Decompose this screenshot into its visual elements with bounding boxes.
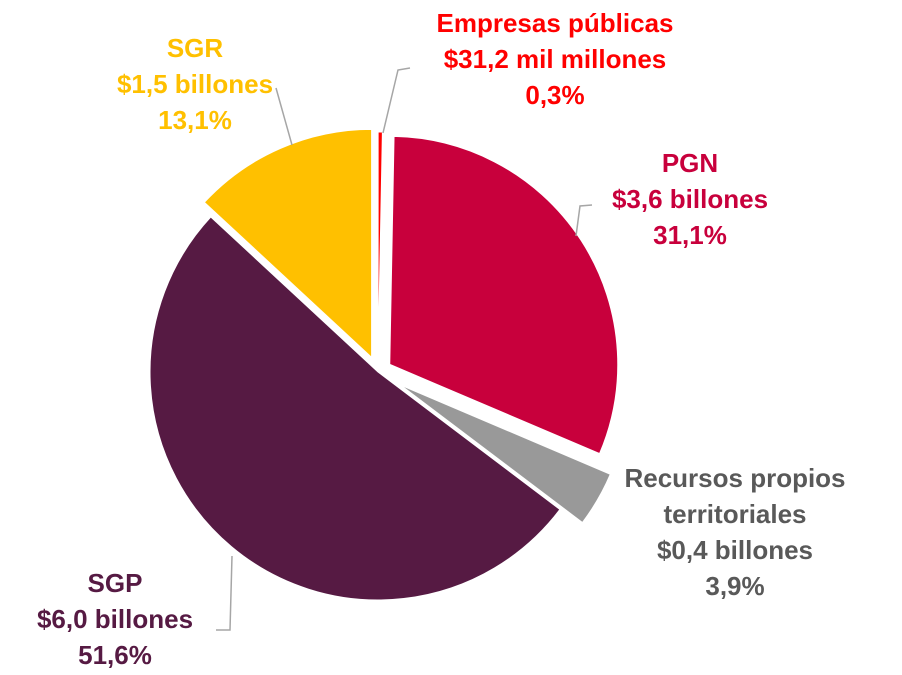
percent-label: 0,3% bbox=[525, 80, 585, 110]
category-name: SGR bbox=[166, 33, 224, 63]
amount: $6,0 billones bbox=[36, 604, 194, 634]
slice-label: Empresas públicas $31,2 mil millones 0,3% bbox=[437, 5, 674, 113]
percent-label: 31,1% bbox=[653, 220, 727, 250]
leader-line bbox=[382, 67, 411, 134]
slice-label: SGP $6,0 billones 51,6% bbox=[37, 565, 193, 673]
pie-slice bbox=[203, 128, 373, 359]
category-name: Empresas públicas bbox=[436, 8, 674, 38]
percent-label: 3,9% bbox=[705, 571, 765, 601]
amount: $31,2 mil millones bbox=[443, 44, 667, 74]
slice-label: PGN $3,6 billones 31,1% bbox=[612, 145, 768, 253]
pie-slice bbox=[389, 135, 619, 455]
amount: $3,6 billones bbox=[611, 184, 769, 214]
pie-slice bbox=[377, 131, 383, 361]
slice-label: SGR $1,5 billones 13,1% bbox=[117, 30, 273, 138]
category-name: SGP bbox=[87, 568, 143, 598]
percent-label: 13,1% bbox=[158, 105, 232, 135]
pie-slice bbox=[149, 216, 561, 601]
amount: $1,5 billones bbox=[116, 69, 274, 99]
category-name: PGN bbox=[661, 148, 719, 178]
pie-slice bbox=[400, 384, 611, 524]
percent-label: 51,6% bbox=[78, 640, 152, 670]
category-name: Recursos propios territoriales bbox=[624, 463, 846, 529]
amount: $0,4 billones bbox=[656, 535, 814, 565]
leader-line bbox=[575, 204, 593, 237]
slice-label: Recursos propios territoriales $0,4 billo… bbox=[600, 460, 870, 604]
leader-line bbox=[275, 87, 293, 146]
leader-line bbox=[216, 555, 233, 631]
